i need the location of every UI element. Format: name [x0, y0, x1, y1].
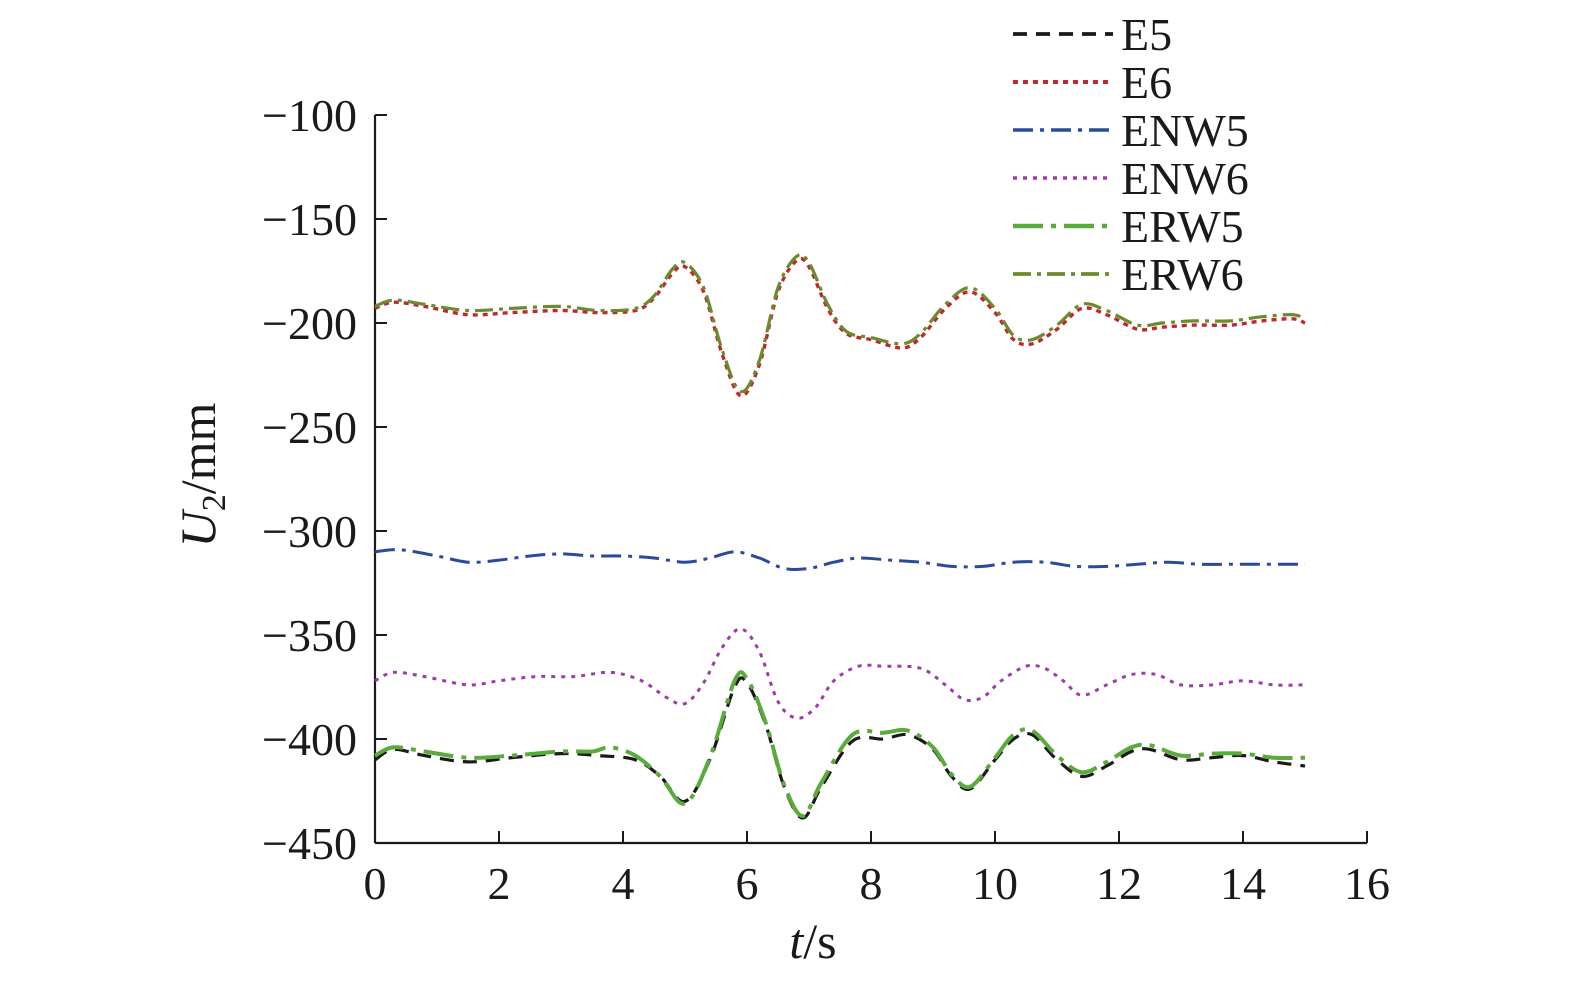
legend-label-e5: E5: [1121, 9, 1172, 60]
x-axis-label-variable: t: [789, 913, 804, 969]
series-line-enw6: [374, 627, 1306, 720]
y-ticks: −100 −150 −200 −250 −300 −350 −400 −450: [262, 90, 387, 869]
series-line-erw6: [374, 252, 1306, 394]
y-axis-label-unit: /mm: [170, 403, 226, 495]
x-axis-label: t/s: [789, 913, 836, 969]
x-ticks: 0 2 4 6 8 10 12 14 16: [364, 831, 1390, 909]
series-line-e6: [374, 256, 1306, 398]
y-axis-label: U2/mm: [170, 403, 233, 548]
y-axis-label-variable: U: [170, 508, 226, 547]
x-tick-label: 6: [736, 858, 759, 909]
x-tick-label: 14: [1220, 858, 1266, 909]
x-tick-label: 12: [1096, 858, 1142, 909]
y-axis-label-subscript: 2: [196, 494, 233, 511]
x-axis-label-unit: /s: [803, 913, 836, 969]
y-tick-label: −200: [262, 298, 357, 349]
legend-label-enw6: ENW6: [1121, 153, 1249, 204]
y-tick-label: −400: [262, 714, 357, 765]
series-line-erw5: [374, 670, 1306, 818]
legend-label-enw5: ENW5: [1121, 105, 1249, 156]
y-tick-label: −300: [262, 506, 357, 557]
legend-label-erw6: ERW6: [1121, 249, 1244, 300]
x-tick-label: 16: [1344, 858, 1390, 909]
legend-label-erw5: ERW5: [1121, 201, 1244, 252]
y-tick-label: −250: [262, 402, 357, 453]
x-tick-label: 10: [972, 858, 1018, 909]
x-tick-label: 0: [364, 858, 387, 909]
y-tick-label: −100: [262, 90, 357, 141]
y-tick-label: −450: [262, 818, 357, 869]
x-tick-label: 8: [860, 858, 883, 909]
legend-label-e6: E6: [1121, 57, 1172, 108]
series-lines: [374, 252, 1306, 820]
x-tick-label: 2: [488, 858, 511, 909]
series-line-enw5: [374, 548, 1305, 571]
y-tick-label: −150: [262, 194, 357, 245]
series-line-e5: [374, 676, 1306, 820]
x-tick-label: 4: [612, 858, 635, 909]
y-tick-label: −350: [262, 610, 357, 661]
